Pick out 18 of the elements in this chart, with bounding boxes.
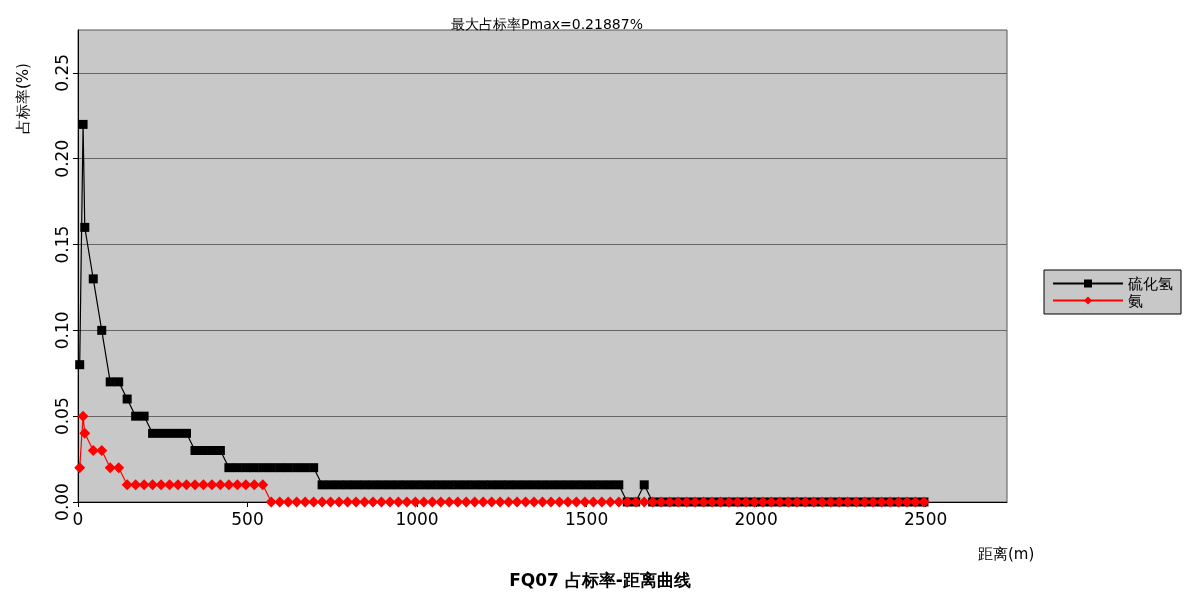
y-tick-label: 0.00 — [51, 483, 72, 521]
x-tick-label: 500 — [231, 508, 264, 529]
x-tick-label: 1500 — [564, 508, 609, 529]
y-tick-label: 0.15 — [51, 225, 72, 264]
x-tick-label: 2000 — [734, 508, 778, 529]
x-tick-label: 1000 — [395, 508, 439, 529]
legend-label: 氨 — [1128, 291, 1143, 310]
chart-subtitle: 最大占标率Pmax=0.21887% — [451, 16, 643, 32]
y-tick-label: 0.25 — [51, 53, 72, 92]
x-axis-title: 距离(m) — [978, 544, 1035, 563]
legend-label: 硫化氢 — [1128, 274, 1173, 293]
x-tick-label: 0 — [72, 508, 84, 529]
y-tick-label: 0.10 — [51, 311, 72, 350]
y-tick-label: 0.20 — [51, 139, 72, 178]
y-tick-label: 0.05 — [51, 397, 72, 436]
x-tick-label: 2500 — [903, 508, 948, 529]
y-axis-title: 占标率(%) — [13, 63, 32, 134]
text: FQ07 占标率-距离曲线 — [509, 569, 691, 590]
